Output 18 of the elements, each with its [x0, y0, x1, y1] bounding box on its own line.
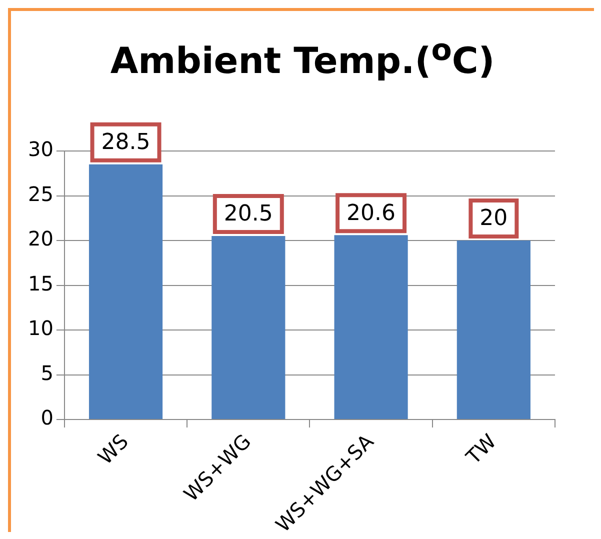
y-tick-label: 0	[40, 406, 54, 430]
x-tick-label: WS	[93, 429, 133, 470]
data-label: 20.5	[224, 202, 273, 227]
bar	[88, 164, 163, 420]
y-tick-label: 25	[28, 182, 54, 206]
data-label: 28.5	[101, 130, 150, 156]
data-label: 20.6	[346, 200, 396, 226]
y-tick-label: 15	[28, 271, 54, 296]
y-tick-label: 30	[28, 137, 54, 162]
bar	[334, 235, 408, 420]
data-label: 20	[480, 206, 508, 232]
x-tick-label: TW	[460, 429, 502, 470]
bar	[212, 236, 286, 420]
y-tick-label: 10	[28, 316, 54, 340]
y-tick-label: 5	[40, 360, 54, 385]
bar	[456, 240, 530, 420]
y-tick-label: 20	[28, 226, 54, 251]
chart-title: Ambient Temp.($^{o}$C)	[109, 32, 496, 84]
